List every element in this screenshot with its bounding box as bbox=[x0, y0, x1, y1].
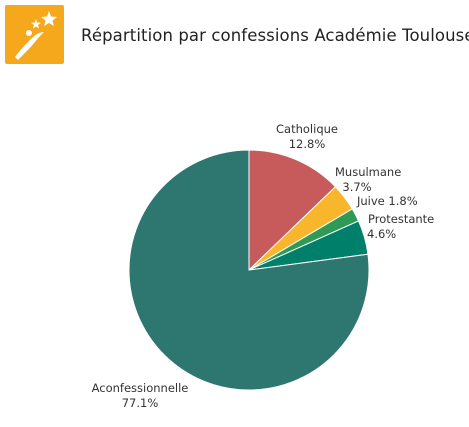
slice-label-musulmane: Musulmane bbox=[335, 165, 401, 179]
slice-value-protestante: 4.6% bbox=[367, 227, 396, 241]
pie-slice-aconfessionnelle bbox=[128, 149, 370, 391]
pie-slice-catholique bbox=[248, 149, 337, 272]
page-title: Répartition par confessions Académie Tou… bbox=[81, 26, 469, 45]
slice-value-aconfessionnelle: 77.1% bbox=[122, 396, 159, 410]
slice-value-musulmane: 3.7% bbox=[342, 180, 371, 194]
academy-logo bbox=[5, 5, 64, 64]
logo-star-figure-icon bbox=[15, 11, 57, 60]
slice-label-juive: Juive 1.8% bbox=[356, 194, 418, 208]
slice-value-catholique: 12.8% bbox=[289, 137, 326, 151]
slice-label-aconfessionnelle: Aconfessionnelle bbox=[92, 381, 189, 395]
slice-label-protestante: Protestante bbox=[368, 212, 434, 226]
slice-label-catholique: Catholique bbox=[276, 122, 338, 136]
